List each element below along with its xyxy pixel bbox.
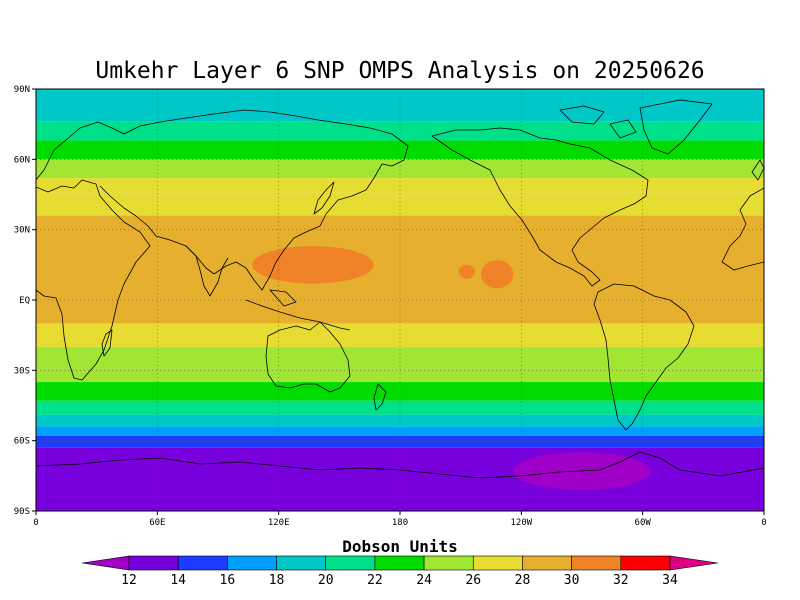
ozone-maximum-2 — [480, 260, 514, 289]
ozone-maxima — [252, 246, 514, 289]
coastline-north-america — [431, 127, 649, 287]
ozone-band-5 — [36, 192, 764, 216]
lon-tick-label-1: 60E — [149, 518, 165, 528]
colorbar-tick-label-2: 16 — [220, 573, 236, 588]
coastline-greenland — [639, 99, 713, 155]
ozone-band-12 — [36, 426, 764, 436]
lon-tick-label-6: 0 — [761, 518, 766, 528]
colorbar-bin-1 — [177, 555, 228, 571]
coastline-arctic-islands — [559, 105, 637, 139]
colorbar-bin-9 — [571, 555, 622, 571]
colorbar-bin-0 — [128, 555, 179, 571]
longitude-axis: 0 60E 120E 180 120W 60W 0 — [33, 511, 767, 528]
ozone-band-7 — [36, 323, 764, 347]
ozone-band-9 — [36, 382, 764, 401]
colorbar-bin-7 — [472, 555, 523, 571]
coastlines — [36, 99, 764, 479]
colorbar: 12 14 16 18 20 22 24 26 28 30 32 34 — [81, 555, 719, 588]
lon-tick-label-5: 60W — [635, 518, 652, 528]
ozone-band-8 — [36, 346, 764, 383]
colorbar-tick-label-10: 32 — [613, 573, 629, 588]
colorbar-bin-3 — [276, 555, 327, 571]
colorbar-bin-10 — [620, 555, 671, 571]
latitude-axis: 90N 60N 30N EQ 30S 60S 90S — [14, 85, 36, 517]
lat-tick-label-3: EQ — [19, 296, 30, 306]
lat-tick-label-4: 30S — [14, 366, 30, 376]
colorbar-tick-label-8: 28 — [515, 573, 531, 588]
lat-tick-label-1: 60N — [14, 155, 30, 165]
colorbar-tick-label-6: 24 — [416, 573, 432, 588]
ozone-maximum-1 — [458, 264, 475, 279]
colorbar-tick-label-0: 12 — [121, 573, 137, 588]
ozone-band-1 — [36, 121, 764, 141]
lon-tick-label-4: 120W — [510, 518, 532, 528]
colorbar-under-arrow — [81, 555, 130, 571]
coastline-britain — [751, 159, 764, 181]
lat-tick-label-0: 90N — [14, 85, 30, 95]
colorbar-tick-label-3: 18 — [269, 573, 285, 588]
colorbar-tick-label-5: 22 — [367, 573, 383, 588]
ozone-band-10 — [36, 400, 764, 415]
coastline-india — [185, 245, 229, 297]
plot-title: Umkehr Layer 6 SNP OMPS Analysis on 2025… — [95, 58, 704, 84]
map-area — [36, 89, 764, 511]
ozone-maximum-0 — [252, 246, 374, 284]
lon-tick-label-2: 120E — [268, 518, 290, 528]
coastline-eurasia — [36, 109, 409, 291]
colorbar-bin-8 — [522, 555, 572, 571]
coastline-africa — [36, 179, 151, 381]
colorbar-tick-label-9: 30 — [564, 573, 580, 588]
lat-tick-label-2: 30N — [14, 226, 30, 236]
colorbar-title: Dobson Units — [342, 537, 458, 556]
colorbar-bin-2 — [227, 555, 277, 571]
colorbar-over-arrow — [669, 555, 719, 571]
coastline-antarctica — [36, 451, 764, 479]
colorbar-bin-4 — [325, 555, 376, 571]
lat-tick-label-5: 60S — [14, 437, 30, 447]
colorbar-tick-label-4: 20 — [318, 573, 334, 588]
colorbar-tick-label-1: 14 — [170, 573, 186, 588]
coastline-japan — [313, 181, 335, 215]
colorbar-tick-label-7: 26 — [465, 573, 481, 588]
coastline-south-america — [593, 283, 695, 431]
coastline-madagascar — [101, 329, 113, 357]
colorbar-bin-6 — [423, 555, 474, 571]
coastline-new-zealand — [373, 383, 387, 411]
ozone-band-11 — [36, 414, 764, 427]
colorbar-bin-5 — [374, 555, 425, 571]
lat-tick-label-6: 90S — [14, 507, 30, 517]
ozone-band-3 — [36, 159, 764, 179]
lon-tick-label-0: 0 — [33, 518, 38, 528]
coastline-europe-east — [721, 187, 764, 271]
coastline-indonesia — [245, 289, 351, 331]
colorbar-tick-label-11: 34 — [662, 573, 678, 588]
graticule — [36, 89, 764, 511]
coastline-australia — [265, 321, 351, 393]
lon-tick-label-3: 180 — [392, 518, 408, 528]
